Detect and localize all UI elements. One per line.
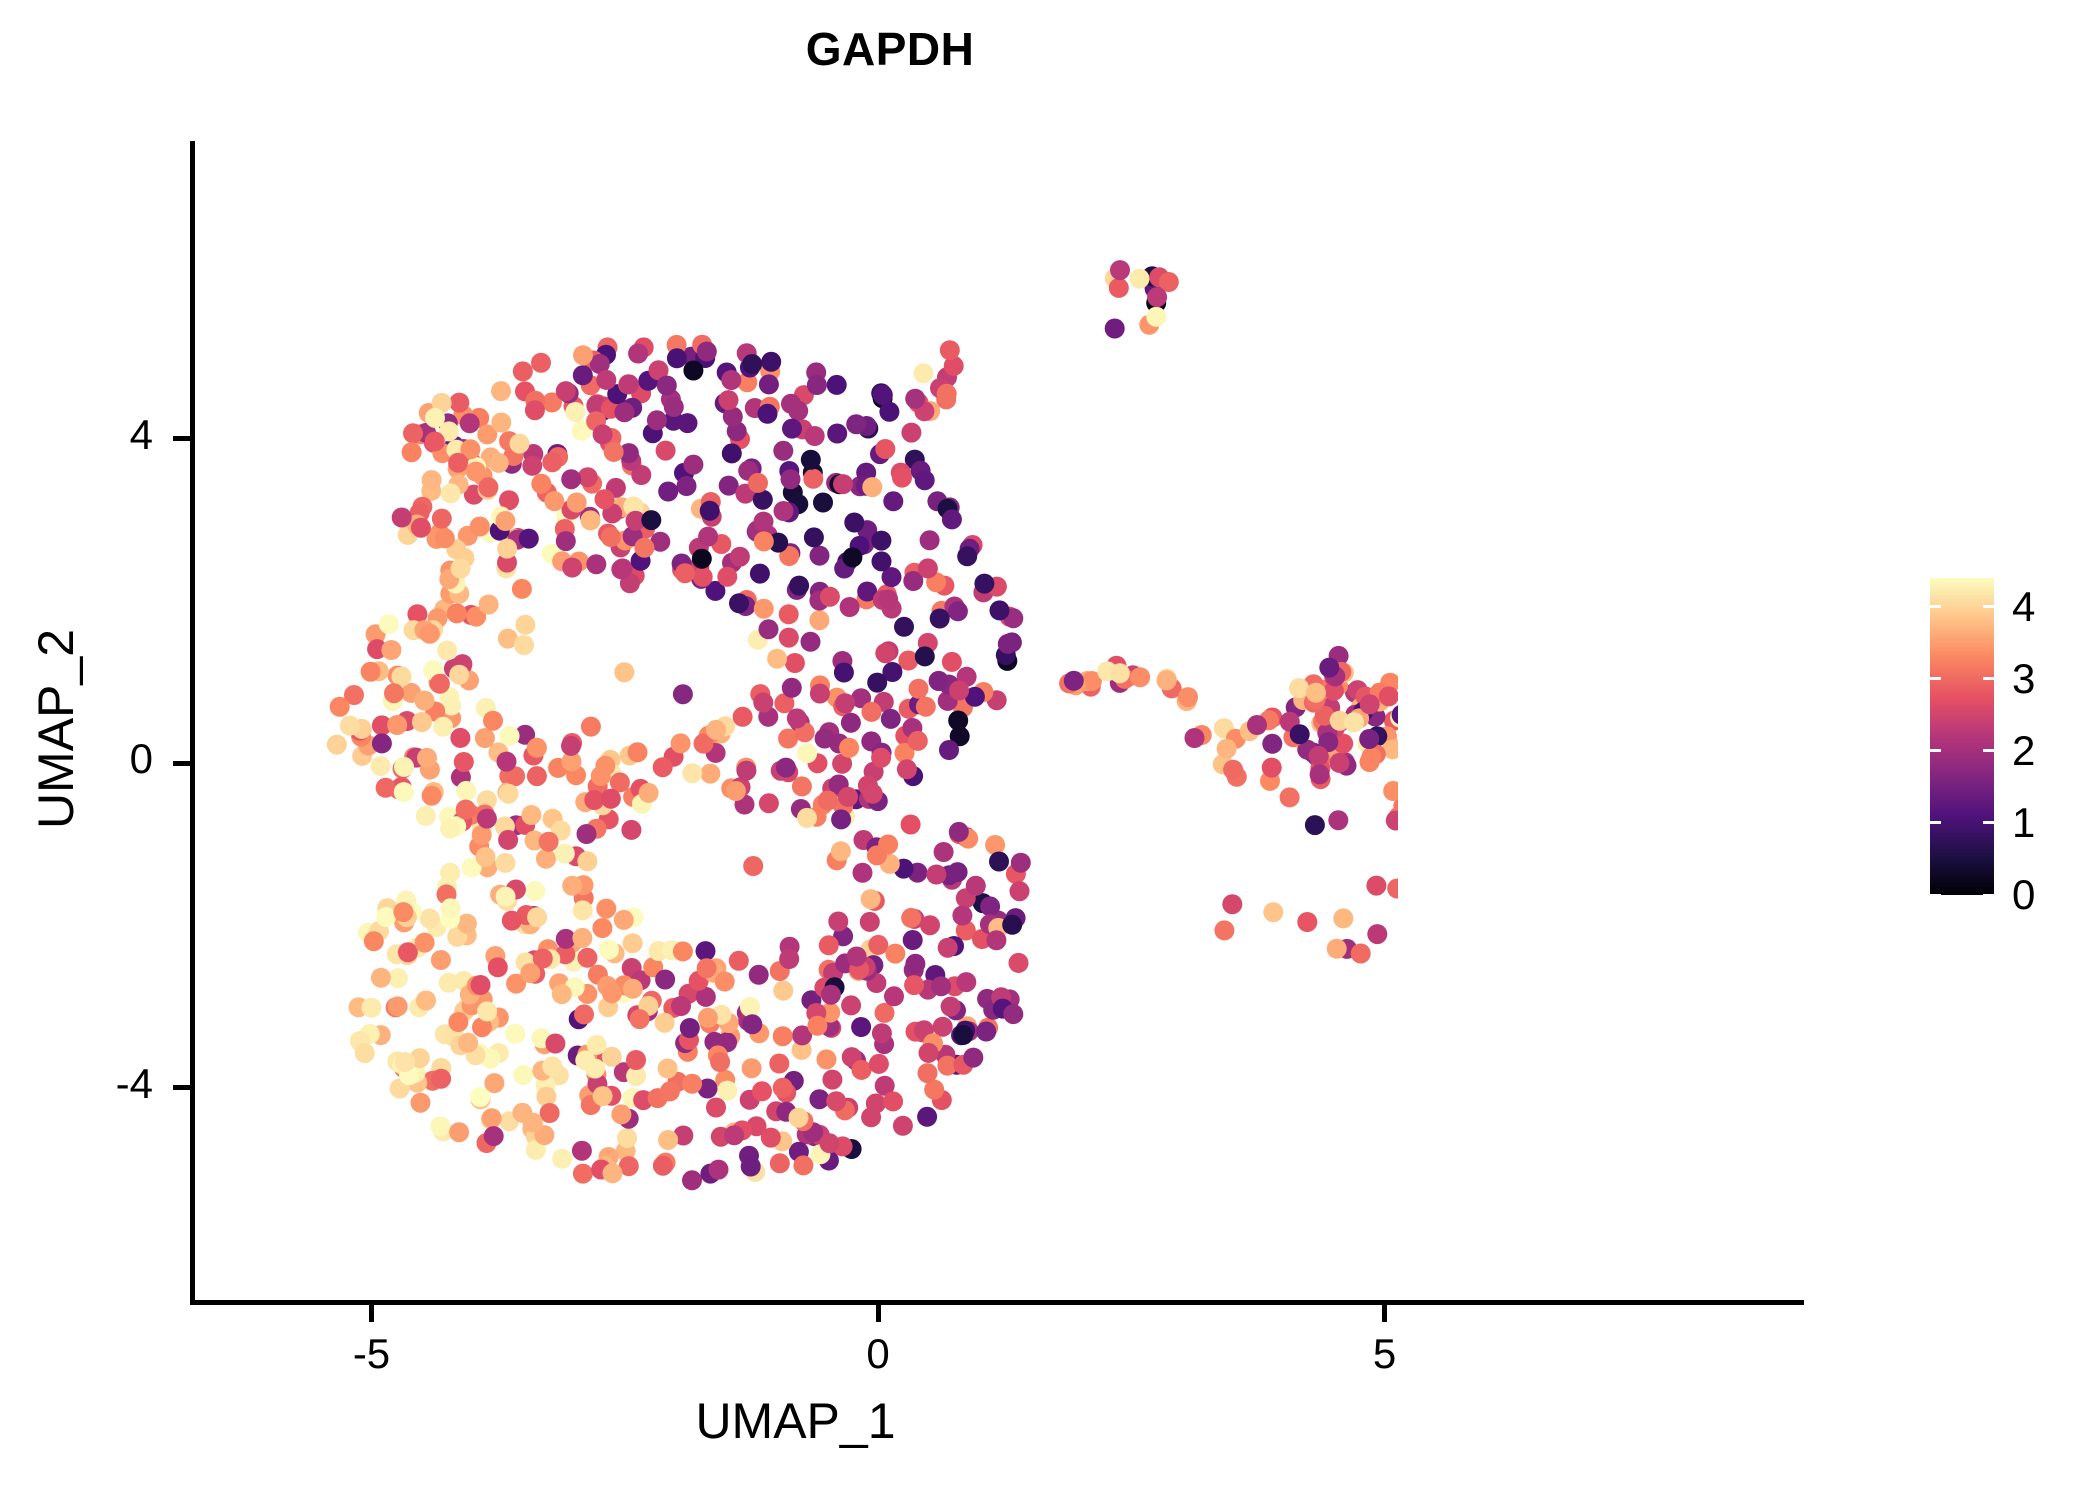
colorbar-tick-2 [1983,749,1994,753]
page-title: GAPDH [805,23,975,75]
x-tick-label-5: 5 [1372,1330,1397,1377]
colorbar-tick-4 [1930,605,1941,609]
colorbar-legend: 0 1 2 3 4 [1930,578,2035,918]
x-axis-title: UMAP_1 [695,1393,896,1449]
y-tick-label-4: 4 [129,410,153,458]
colorbar-label-0: 0 [2012,871,2036,918]
colorbar-label-4: 4 [2012,582,2036,630]
y-axis-title: UMAP_2 [28,628,84,830]
x-axis-line [190,1300,1804,1305]
y-tick-label--4: -4 [115,1059,153,1107]
x-tick-label-0: 0 [866,1330,890,1377]
y-tick--4 [173,1085,190,1090]
scatter-points-layer [326,260,1398,1191]
colorbar-tick-2 [1930,749,1941,753]
colorbar-label-3: 3 [2012,654,2036,702]
colorbar-label-2: 2 [2012,726,2036,774]
x-tick-0 [875,1305,881,1322]
colorbar-tick-0 [1983,893,1994,897]
colorbar-tick-1 [1983,821,1994,825]
colorbar-tick-1 [1930,821,1941,825]
colorbar-gradient [1930,578,1994,895]
y-axis-line [190,141,195,1305]
x-tick-5 [1382,1305,1387,1322]
x-tick--5 [369,1305,374,1322]
colorbar-tick-3 [1930,677,1941,681]
plot-panel [193,141,1398,1302]
colorbar-tick-0 [1930,893,1941,897]
y-tick-4 [173,436,190,441]
y-tick-0 [173,760,190,766]
x-tick-label--5: -5 [352,1330,391,1377]
colorbar-tick-4 [1983,605,1994,609]
colorbar-tick-3 [1983,677,1994,681]
y-tick-label-0: 0 [129,735,153,782]
colorbar-label-1: 1 [2012,798,2036,846]
